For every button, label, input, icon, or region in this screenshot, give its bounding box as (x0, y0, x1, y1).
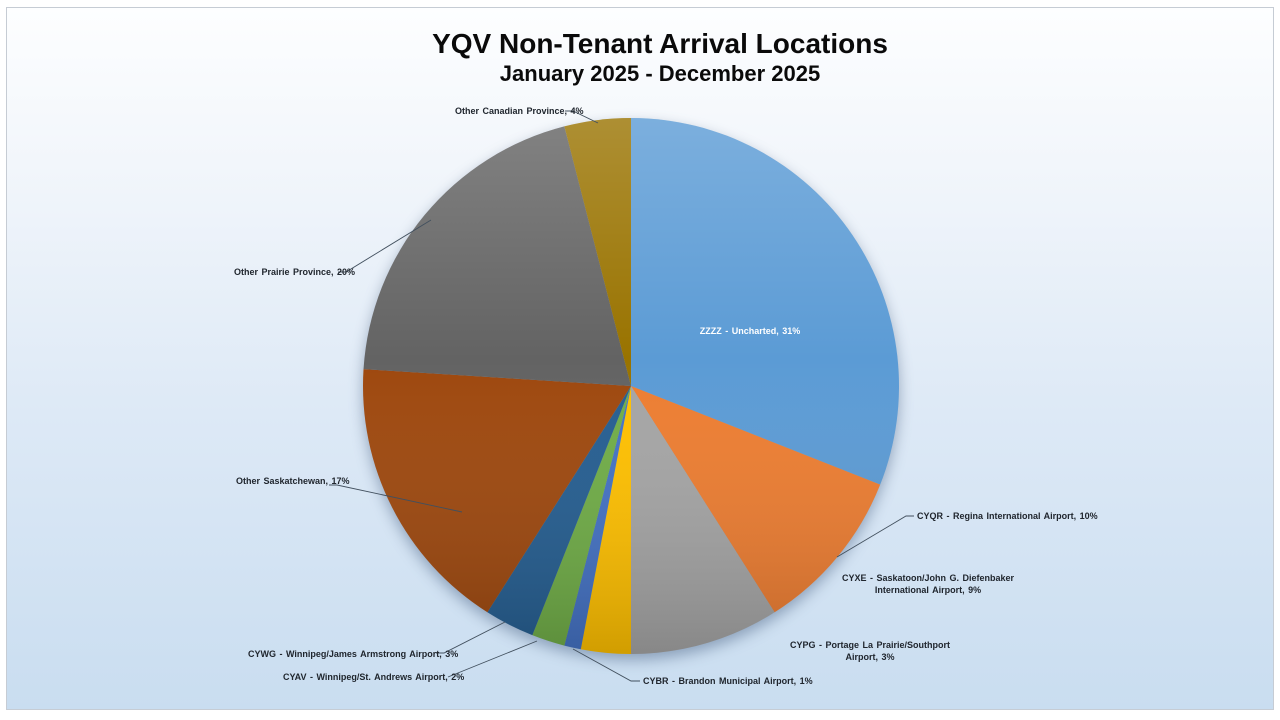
chart-title: YQV Non-Tenant Arrival Locations (432, 28, 888, 59)
leader-line-cywg-winnipeg-james-armstrong-airport (436, 621, 506, 654)
title-block: YQV Non-Tenant Arrival Locations January… (20, 28, 1280, 88)
pie-label-other-prairie-province: Other Prairie Province, 20% (234, 267, 355, 277)
pie-label-other-canadian-province: Other Canadian Province, 4% (455, 106, 584, 116)
leader-line-cyav-winnipeg-st-andrews-airport (447, 640, 538, 678)
pie-label-cyqr-regina-international-airport: CYQR - Regina International Airport, 10% (917, 511, 1098, 521)
pie-labels-group: ZZZZ - Uncharted, 31% CYQR - Regina Inter… (234, 106, 1098, 686)
pie-label-cywg-winnipeg-james-armstrong-airport: CYWG - Winnipeg/James Armstrong Airport,… (248, 649, 458, 659)
pie-label-cybr-brandon-municipal-airport: CYBR - Brandon Municipal Airport, 1% (643, 676, 813, 686)
leader-line-cyqr-regina-international-airport (836, 515, 914, 558)
leader-line-other-canadian-province (565, 110, 599, 124)
pie-label-cypg-portage-la-prairie-southport-airport: CYPG - Portage La Prairie/Southport Airpo… (790, 640, 950, 662)
leader-line-other-prairie-province (338, 219, 432, 273)
leader-line-other-saskatchewan (329, 484, 463, 513)
chart-subtitle: January 2025 - December 2025 (499, 61, 821, 87)
pie-label-cyxe-saskatoon-john-g-diefenbaker-international-airport: CYXE - Saskatoon/John G. Diefenbaker Inte… (842, 573, 1015, 595)
leader-line-cybr-brandon-municipal-airport (572, 648, 640, 682)
pie-label-zzzz-uncharted: ZZZZ - Uncharted, 31% (700, 326, 801, 336)
pie-shading-overlay (363, 118, 899, 654)
pie-label-cyav-winnipeg-st-andrews-airport: CYAV - Winnipeg/St. Andrews Airport, 2% (283, 672, 464, 682)
pie-slices-group (363, 118, 900, 654)
pie-label-other-saskatchewan: Other Saskatchewan, 17% (236, 476, 350, 486)
